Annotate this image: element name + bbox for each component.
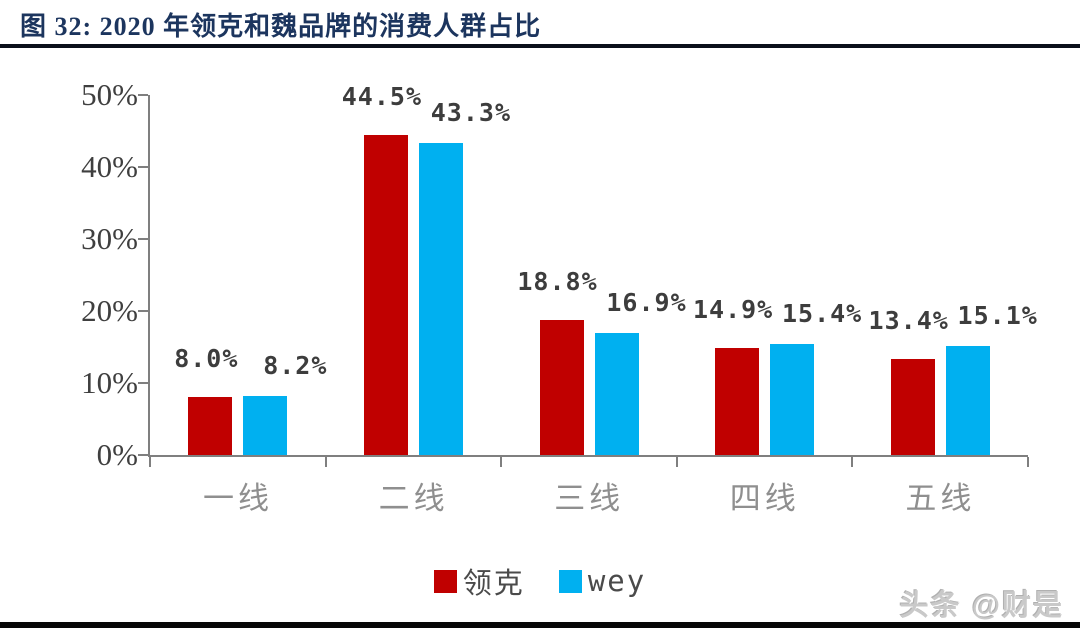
bar-wey xyxy=(770,344,815,455)
y-axis-tick-label: 0% xyxy=(96,437,138,472)
legend-swatch-lynk xyxy=(433,569,457,593)
value-label-wey: 15.4% xyxy=(781,299,863,329)
y-axis-tick-label: 20% xyxy=(81,293,138,328)
figure-title: 图 32: 2020 年领克和魏品牌的消费人群占比 xyxy=(20,12,542,41)
page-bottom-rule xyxy=(0,622,1080,628)
x-axis-line xyxy=(148,455,1028,457)
x-axis-tick xyxy=(675,457,678,467)
x-axis-tick xyxy=(851,457,854,467)
y-axis-tick xyxy=(138,166,148,168)
legend-swatch-wey xyxy=(558,569,582,593)
legend-label-wey: wey xyxy=(587,564,647,598)
y-axis-tick xyxy=(138,94,148,96)
x-axis-category-label: 三线 xyxy=(554,481,625,516)
x-axis-category-label: 一线 xyxy=(203,481,273,516)
value-label-lynk: 8.0% xyxy=(174,344,239,374)
value-label-lynk: 13.4% xyxy=(868,305,949,335)
y-axis-tick-label: 50% xyxy=(81,77,138,112)
legend-label-lynk: 领克 xyxy=(462,566,525,600)
bar-chart-plot-area: 0% 10% 20% 30% 40% 50% 一线 8.0% 8.2% 二线 44.5% 43.3% 三… xyxy=(81,79,1037,516)
bar-wey xyxy=(243,395,288,455)
y-axis-tick xyxy=(138,382,148,384)
x-axis-category-label: 五线 xyxy=(905,481,976,516)
value-label-wey: 43.3% xyxy=(430,98,512,128)
y-axis-tick-label: 40% xyxy=(81,149,138,184)
x-axis-category-label: 四线 xyxy=(729,481,800,516)
toutiao-watermark: 头条 @财是 xyxy=(899,590,1064,622)
value-label-wey: 16.9% xyxy=(606,288,687,318)
x-axis-tick xyxy=(1027,457,1029,467)
legend-item-wey: wey xyxy=(558,564,647,598)
x-axis-tick xyxy=(500,457,503,467)
chart-legend: 领克 wey xyxy=(0,560,1080,602)
value-label-wey: 15.1% xyxy=(957,301,1038,331)
y-axis-tick xyxy=(138,310,148,312)
y-axis-line xyxy=(148,95,150,457)
value-label-lynk: 14.9% xyxy=(692,294,774,324)
bar-wey xyxy=(418,143,463,455)
x-axis-tick xyxy=(324,457,327,467)
title-underline xyxy=(0,44,1080,48)
bar-wey xyxy=(945,346,990,455)
bar-lynk xyxy=(715,347,760,455)
bar-lynk xyxy=(539,319,584,455)
bar-lynk xyxy=(363,134,408,455)
bar-lynk xyxy=(890,358,935,455)
x-axis-tick xyxy=(149,457,151,467)
y-axis-tick-label: 10% xyxy=(81,365,138,400)
y-axis-tick-label: 30% xyxy=(81,221,138,256)
y-axis-tick xyxy=(138,454,148,456)
value-label-wey: 8.2% xyxy=(263,350,328,380)
x-axis-category-label: 二线 xyxy=(378,481,449,516)
bar-wey xyxy=(594,333,639,455)
value-label-lynk: 18.8% xyxy=(517,266,598,296)
value-label-lynk: 44.5% xyxy=(341,81,423,111)
bar-lynk xyxy=(188,397,233,455)
legend-item-lynk: 领克 xyxy=(433,560,525,602)
y-axis-tick xyxy=(138,238,148,240)
